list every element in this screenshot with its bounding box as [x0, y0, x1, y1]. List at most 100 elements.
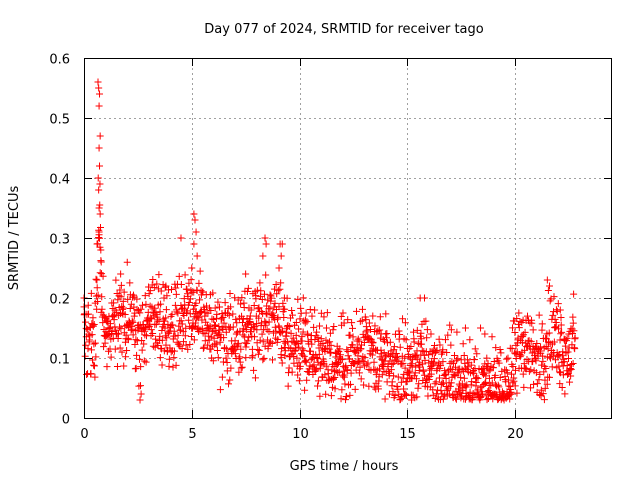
data-point [280, 294, 288, 302]
data-point [90, 320, 98, 328]
data-point [470, 355, 478, 363]
data-point [221, 299, 229, 307]
data-point [569, 359, 577, 367]
data-point [262, 240, 270, 248]
data-point [427, 370, 435, 378]
data-point [447, 341, 455, 349]
data-point [466, 336, 474, 344]
data-point [262, 319, 270, 327]
data-point [383, 339, 391, 347]
data-point [447, 379, 455, 387]
data-point [527, 384, 535, 392]
data-point [558, 383, 566, 391]
data-point [492, 344, 500, 352]
data-point [117, 293, 125, 301]
data-point [247, 306, 255, 314]
data-point [295, 325, 303, 333]
data-point [540, 396, 548, 404]
data-point [185, 298, 193, 306]
data-point [258, 330, 266, 338]
data-point [96, 201, 104, 209]
data-point [250, 333, 258, 341]
data-point [386, 369, 394, 377]
data-point [251, 374, 259, 382]
data-point [464, 363, 472, 371]
data-point [145, 290, 153, 298]
data-point [288, 311, 296, 319]
data-point [146, 287, 154, 295]
data-point [508, 345, 516, 353]
data-point [364, 359, 372, 367]
data-point [442, 375, 450, 383]
data-point [425, 351, 433, 359]
data-point [420, 351, 428, 359]
data-point [411, 369, 419, 377]
data-point [301, 386, 309, 394]
data-point [296, 315, 304, 323]
data-point [352, 307, 360, 315]
data-point [272, 280, 280, 288]
data-point [419, 366, 427, 374]
data-point [254, 350, 262, 358]
data-point [93, 276, 101, 284]
data-point [504, 354, 512, 362]
data-point [190, 336, 198, 344]
data-point [317, 335, 325, 343]
data-point [542, 334, 550, 342]
data-point [429, 360, 437, 368]
data-point [543, 276, 551, 284]
data-point [278, 359, 286, 367]
data-point [211, 304, 219, 312]
data-point [556, 380, 564, 388]
data-point [95, 84, 103, 92]
data-point [82, 324, 90, 332]
data-point [358, 305, 366, 313]
data-point [156, 354, 164, 362]
data-point [215, 323, 223, 331]
data-point [388, 378, 396, 386]
data-point [331, 373, 339, 381]
data-point [352, 348, 360, 356]
data-point [256, 336, 264, 344]
data-point [295, 359, 303, 367]
data-point [106, 320, 114, 328]
data-point [137, 382, 145, 390]
data-point [418, 340, 426, 348]
data-point [117, 325, 125, 333]
data-point [277, 279, 285, 287]
data-point [123, 258, 131, 266]
data-point [314, 377, 322, 385]
data-point [569, 319, 577, 327]
data-point [193, 252, 201, 260]
data-point [392, 350, 400, 358]
data-point [323, 309, 331, 317]
data-point [570, 327, 578, 335]
data-point [225, 325, 233, 333]
data-point [187, 276, 195, 284]
data-point [128, 325, 136, 333]
data-point [285, 364, 293, 372]
data-point [145, 283, 153, 291]
data-point [194, 313, 202, 321]
data-point [199, 344, 207, 352]
data-point [366, 334, 374, 342]
data-point [204, 341, 212, 349]
data-point [410, 338, 418, 346]
data-point [312, 332, 320, 340]
data-point [339, 309, 347, 317]
data-point [168, 310, 176, 318]
x-tick-label: 20 [507, 427, 524, 442]
data-point [324, 370, 332, 378]
data-point [507, 390, 515, 398]
data-point [513, 315, 521, 323]
data-point [261, 234, 269, 242]
data-point [360, 381, 368, 389]
data-point [424, 392, 432, 400]
data-point [405, 369, 413, 377]
data-point [200, 306, 208, 314]
data-point [195, 327, 203, 335]
data-point [118, 348, 126, 356]
data-point [494, 381, 502, 389]
data-point [252, 295, 260, 303]
